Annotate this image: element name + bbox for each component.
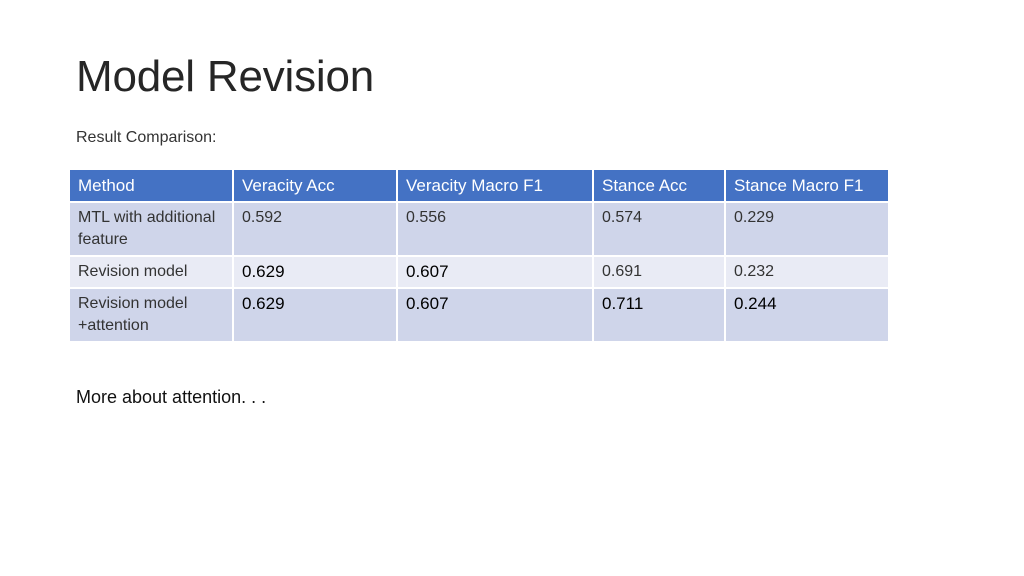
table-cell: 0.229: [724, 201, 890, 257]
table-header-row: Method Veracity Acc Veracity Macro F1 St…: [68, 168, 890, 203]
table-row: Revision model +attention 0.629 0.607 0.…: [68, 287, 890, 343]
table-cell: 0.232: [724, 255, 890, 289]
header-method: Method: [68, 168, 234, 203]
table-cell: 0.607: [396, 255, 594, 289]
table-row: MTL with additional feature 0.592 0.556 …: [68, 201, 890, 257]
table-row: Revision model 0.629 0.607 0.691 0.232: [68, 255, 890, 289]
table-cell: 0.244: [724, 287, 890, 343]
table-cell: MTL with additional feature: [68, 201, 234, 257]
table-cell: 0.556: [396, 201, 594, 257]
header-stance-acc: Stance Acc: [592, 168, 726, 203]
header-stance-macro-f1: Stance Macro F1: [724, 168, 890, 203]
table-cell: 0.607: [396, 287, 594, 343]
header-veracity-macro-f1: Veracity Macro F1: [396, 168, 594, 203]
table-cell: 0.592: [232, 201, 398, 257]
table-cell: Revision model: [68, 255, 234, 289]
results-table: Method Veracity Acc Veracity Macro F1 St…: [68, 168, 890, 343]
table-cell: 0.574: [592, 201, 726, 257]
slide-title: Model Revision: [76, 52, 375, 101]
header-veracity-acc: Veracity Acc: [232, 168, 398, 203]
table-cell: 0.629: [232, 287, 398, 343]
table-cell: Revision model +attention: [68, 287, 234, 343]
table-cell: 0.691: [592, 255, 726, 289]
footer-text: More about attention. . .: [76, 387, 267, 407]
slide-subtitle: Result Comparison:: [76, 129, 217, 146]
table-cell: 0.629: [232, 255, 398, 289]
table-cell: 0.711: [592, 287, 726, 343]
